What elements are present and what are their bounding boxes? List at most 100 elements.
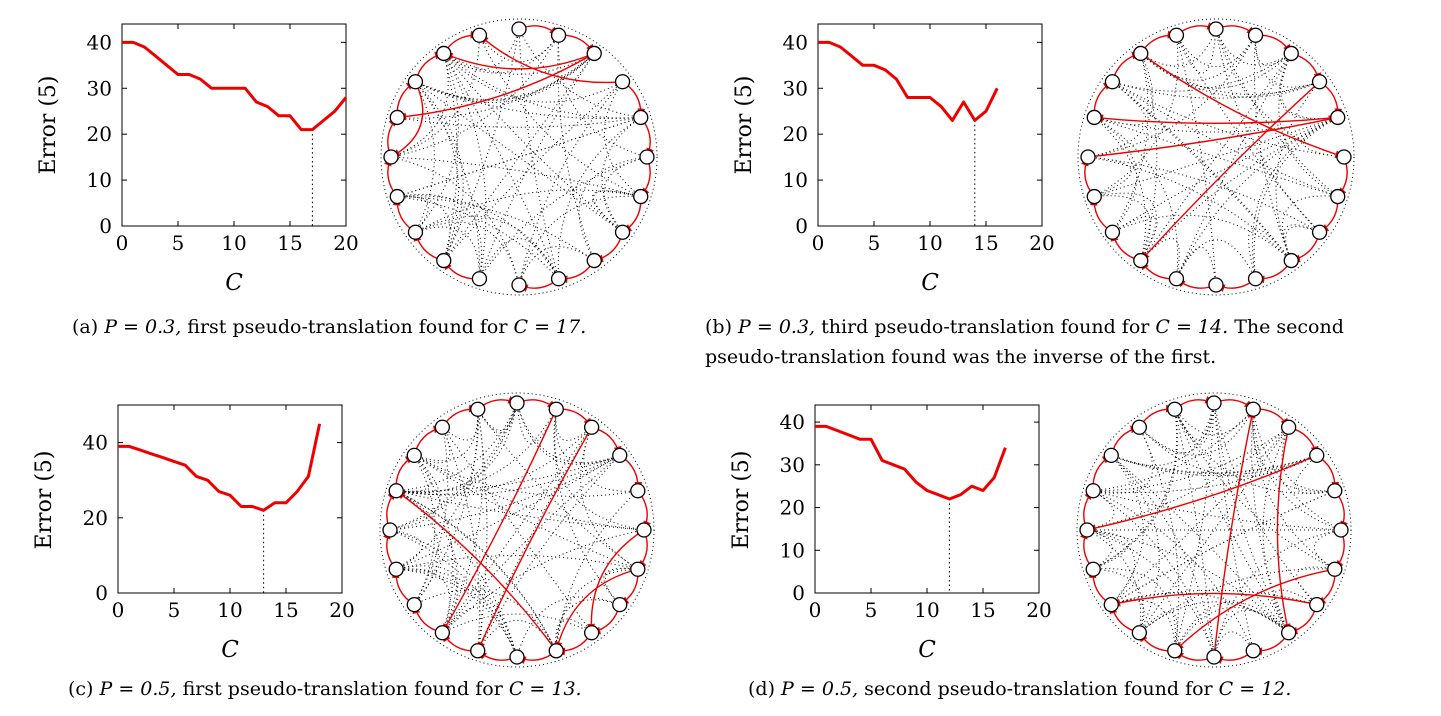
x-tick-label: 0 xyxy=(809,598,822,622)
graph-node xyxy=(1086,109,1102,126)
graph-node xyxy=(548,643,564,659)
red-edge xyxy=(1174,568,1335,652)
red-edge xyxy=(1110,592,1317,607)
caption-part: C = 17. xyxy=(514,316,587,338)
dotted-edge xyxy=(442,409,479,441)
graph-node xyxy=(1247,27,1264,43)
graph-node xyxy=(511,21,527,37)
dotted-edge xyxy=(1111,454,1317,474)
dotted-edge xyxy=(441,409,484,633)
dotted-edge xyxy=(395,490,439,605)
red-edge xyxy=(395,490,557,652)
graph-node xyxy=(1103,596,1119,613)
x-tick-label: 20 xyxy=(1026,598,1051,622)
graph-panel-a xyxy=(380,18,658,296)
caption-part: P = 0.5, xyxy=(780,678,864,700)
error-series-line xyxy=(815,424,1007,501)
dotted-edge xyxy=(443,53,487,279)
dotted-edge xyxy=(1175,35,1217,286)
dotted-edge xyxy=(1086,529,1142,633)
dotted-edge xyxy=(1093,454,1317,494)
x-tick-label: 5 xyxy=(172,231,185,255)
dotted-edge xyxy=(1213,402,1290,633)
dotted-edge xyxy=(1285,226,1320,261)
dotted-edge xyxy=(442,529,645,634)
outer-ring-edges xyxy=(1077,18,1355,296)
dotted-edge xyxy=(1086,529,1136,605)
dotted-edge xyxy=(415,221,520,286)
graph-node xyxy=(434,419,451,435)
caption-a: (a) P = 0.3, first pseudo-translation fo… xyxy=(72,316,586,338)
dotted-edge xyxy=(1252,409,1336,570)
graph-node xyxy=(550,271,567,287)
x-axis-label: C xyxy=(221,637,239,663)
red-edge xyxy=(1140,81,1321,262)
graph-node xyxy=(586,45,602,62)
dotted-edge xyxy=(580,427,639,570)
caption-part: P = 0.3, xyxy=(737,316,821,338)
dotted-edge xyxy=(554,409,621,605)
graph-node xyxy=(1330,109,1346,126)
graph-node xyxy=(633,109,649,126)
dotted-edge xyxy=(1248,227,1292,279)
dotted-edge xyxy=(557,35,595,261)
dotted-edge xyxy=(518,246,595,286)
graph-node xyxy=(434,625,451,641)
graph-node xyxy=(1167,643,1183,659)
graph-node xyxy=(1311,74,1328,90)
caption-part: P = 0.3, xyxy=(103,316,187,338)
graph-node xyxy=(1206,395,1222,411)
dotted-edge xyxy=(1296,566,1335,605)
caption-b: (b) P = 0.3, third pseudo-translation fo… xyxy=(705,316,1344,338)
caption-part: first pseudo-translation found for xyxy=(183,678,509,700)
graph-node xyxy=(1133,45,1149,62)
x-tick-label: 0 xyxy=(116,231,129,255)
dotted-edge xyxy=(415,81,641,120)
y-tick-label: 30 xyxy=(87,76,112,100)
red-edge xyxy=(1087,115,1339,158)
dotted-edge xyxy=(413,409,479,605)
graph-node xyxy=(1086,188,1102,205)
dotted-edge xyxy=(443,53,458,261)
y-tick-label: 0 xyxy=(95,581,108,605)
dotted-edge xyxy=(396,490,645,531)
dotted-edge xyxy=(1174,408,1336,570)
dotted-edge xyxy=(415,215,560,279)
chart-panel-a: 0 5 10 15 20 0 10 20 30 40 Error (5) C (a) P = 0.3, … xyxy=(36,23,586,338)
dotted-edge xyxy=(389,529,423,570)
x-axis-label: C xyxy=(921,270,939,296)
graph-panel-c xyxy=(379,392,655,668)
dotted-edge xyxy=(415,81,459,261)
graph-node xyxy=(382,522,398,538)
x-tick-label: 5 xyxy=(868,231,881,255)
graph-node xyxy=(1131,625,1148,641)
graph-node xyxy=(1206,649,1222,665)
red-edge xyxy=(441,408,557,634)
graph-node xyxy=(1309,596,1325,613)
y-tick-label: 20 xyxy=(783,122,808,146)
dotted-edge xyxy=(1251,409,1290,633)
graph-node xyxy=(1333,522,1349,538)
red-edge xyxy=(1213,408,1256,658)
graph-node xyxy=(1208,277,1224,293)
dotted-edge xyxy=(477,408,639,570)
dotted-edge xyxy=(583,427,638,492)
red-edge xyxy=(478,34,623,84)
dotted-edge xyxy=(1093,568,1144,633)
dotted-edge xyxy=(1253,116,1338,279)
dotted-edge xyxy=(1110,455,1289,634)
graph-node xyxy=(630,561,646,577)
graph-node xyxy=(1133,252,1149,269)
dotted-edge xyxy=(1138,427,1290,633)
caption-part: first pseudo-translation found for xyxy=(187,316,513,338)
dotted-edge xyxy=(578,156,648,261)
dotted-edge xyxy=(413,455,436,605)
graph-node xyxy=(470,643,486,659)
dotted-edge xyxy=(396,454,620,492)
error-series-line xyxy=(122,40,348,132)
dotted-edge xyxy=(396,568,451,633)
x-tick-label: 0 xyxy=(812,231,825,255)
graph-node xyxy=(471,27,488,43)
graph-node xyxy=(1309,447,1325,464)
dotted-edge xyxy=(395,490,557,652)
